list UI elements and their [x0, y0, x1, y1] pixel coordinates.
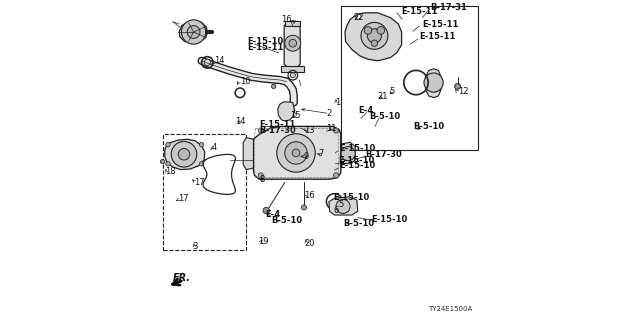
Polygon shape: [340, 142, 355, 164]
Polygon shape: [284, 21, 300, 69]
Polygon shape: [243, 138, 253, 170]
Circle shape: [377, 27, 385, 34]
Text: 16: 16: [304, 191, 315, 200]
Text: B-5-10: B-5-10: [370, 112, 401, 121]
Circle shape: [371, 40, 378, 46]
Circle shape: [291, 108, 295, 113]
Text: 18: 18: [165, 167, 175, 176]
Text: 19: 19: [258, 237, 268, 246]
Text: 14: 14: [236, 117, 246, 126]
Polygon shape: [345, 13, 402, 61]
Polygon shape: [278, 102, 294, 121]
Circle shape: [200, 142, 204, 147]
Circle shape: [301, 205, 307, 210]
Circle shape: [285, 142, 307, 164]
Circle shape: [259, 173, 264, 178]
Circle shape: [277, 134, 315, 172]
Circle shape: [367, 29, 381, 43]
Polygon shape: [253, 126, 340, 179]
Text: FR.: FR.: [173, 273, 191, 283]
Circle shape: [160, 159, 165, 164]
Text: 15: 15: [290, 111, 300, 120]
Text: E-15-10: E-15-10: [339, 161, 376, 170]
Circle shape: [172, 141, 197, 167]
Circle shape: [356, 14, 361, 19]
Text: E-15-11: E-15-11: [247, 43, 284, 52]
Text: B-17-31: B-17-31: [430, 3, 467, 12]
Circle shape: [424, 73, 444, 92]
Circle shape: [361, 22, 388, 49]
Circle shape: [204, 59, 211, 66]
Circle shape: [455, 84, 461, 89]
Circle shape: [166, 162, 170, 166]
Text: E-15-11: E-15-11: [422, 20, 459, 28]
Text: 17: 17: [178, 194, 188, 203]
Text: 16: 16: [281, 15, 292, 24]
Text: 5: 5: [339, 200, 344, 209]
Text: B-5-10: B-5-10: [271, 216, 303, 225]
Text: B-5-10: B-5-10: [413, 122, 444, 131]
Circle shape: [341, 147, 355, 161]
Circle shape: [200, 162, 204, 166]
Circle shape: [364, 27, 372, 34]
Circle shape: [285, 35, 301, 51]
Text: B-17-30: B-17-30: [259, 126, 296, 135]
Text: 13: 13: [304, 126, 315, 135]
Text: 17: 17: [193, 178, 204, 187]
Text: 4: 4: [211, 143, 216, 152]
Text: 3: 3: [192, 242, 197, 251]
Circle shape: [182, 20, 206, 44]
Circle shape: [333, 173, 339, 178]
Text: 6: 6: [333, 206, 339, 215]
Text: 11: 11: [326, 124, 337, 132]
Text: 14: 14: [214, 56, 224, 65]
Text: 21: 21: [378, 92, 388, 100]
Circle shape: [292, 149, 300, 157]
Polygon shape: [426, 69, 441, 98]
Text: 22: 22: [354, 13, 364, 22]
Text: 12: 12: [458, 87, 468, 96]
Polygon shape: [179, 21, 207, 43]
Text: E-15-10: E-15-10: [339, 144, 376, 153]
Text: E-4: E-4: [358, 106, 374, 115]
Polygon shape: [165, 139, 205, 170]
Bar: [163, 134, 246, 250]
Polygon shape: [329, 197, 358, 215]
Circle shape: [336, 199, 350, 213]
Bar: [340, 6, 479, 150]
Text: TY24E1500A: TY24E1500A: [428, 306, 472, 312]
Circle shape: [259, 128, 264, 133]
Circle shape: [187, 26, 200, 38]
Text: 20: 20: [304, 239, 314, 248]
Circle shape: [289, 39, 296, 47]
Text: E-15-11: E-15-11: [419, 32, 456, 41]
Circle shape: [333, 128, 339, 133]
Text: 7: 7: [319, 149, 324, 158]
Text: E-15-10: E-15-10: [339, 156, 375, 164]
Text: 10: 10: [240, 77, 250, 86]
Text: E-15-10: E-15-10: [247, 37, 284, 46]
Text: 1: 1: [335, 98, 340, 107]
Text: E-4: E-4: [266, 210, 281, 219]
Polygon shape: [285, 21, 300, 26]
Text: E-15-11: E-15-11: [402, 7, 438, 16]
Text: E-15-11: E-15-11: [259, 120, 296, 129]
Text: B-5-10: B-5-10: [343, 219, 374, 228]
Text: 2: 2: [326, 109, 332, 118]
Text: 9: 9: [303, 152, 308, 161]
Text: 5: 5: [390, 87, 395, 96]
Circle shape: [178, 148, 189, 160]
Circle shape: [263, 207, 269, 214]
Circle shape: [290, 73, 295, 78]
Circle shape: [166, 142, 170, 147]
Text: 8: 8: [259, 175, 264, 184]
Text: B-17-30: B-17-30: [365, 150, 401, 159]
Text: E-15-10: E-15-10: [371, 215, 408, 224]
Circle shape: [271, 84, 276, 89]
Text: E-15-10: E-15-10: [333, 193, 369, 202]
Polygon shape: [281, 66, 304, 72]
